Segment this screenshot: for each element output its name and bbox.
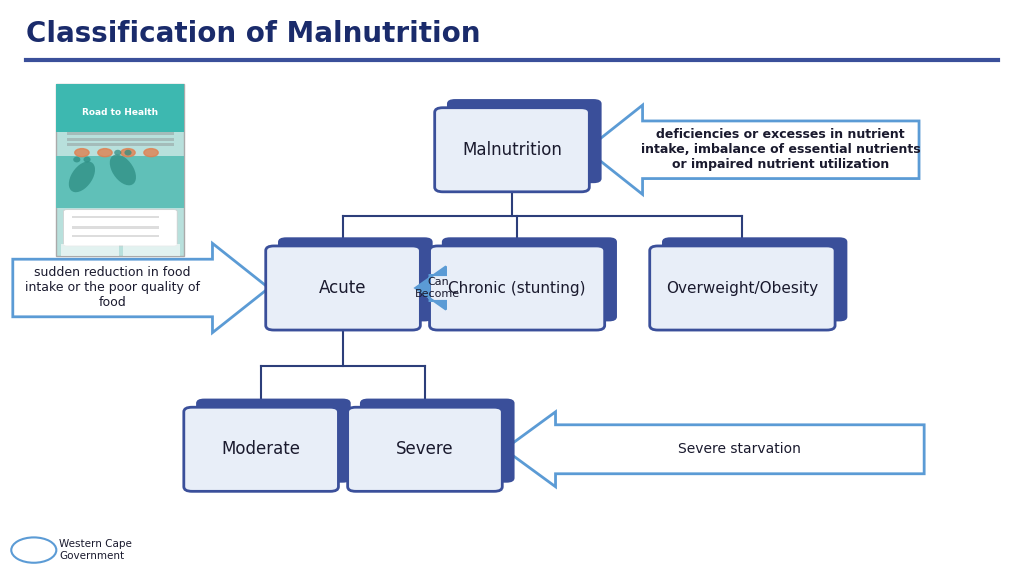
- FancyBboxPatch shape: [67, 143, 174, 146]
- Text: Western Cape
Government: Western Cape Government: [59, 539, 132, 561]
- Text: Chronic (stunting): Chronic (stunting): [449, 281, 586, 295]
- FancyBboxPatch shape: [197, 399, 350, 483]
- Ellipse shape: [114, 150, 121, 156]
- Text: deficiencies or excesses in nutrient
intake, imbalance of essential nutrients
or: deficiencies or excesses in nutrient int…: [641, 128, 921, 171]
- FancyBboxPatch shape: [430, 246, 604, 330]
- FancyBboxPatch shape: [72, 216, 159, 218]
- Text: Moderate: Moderate: [221, 440, 301, 458]
- FancyBboxPatch shape: [649, 246, 835, 330]
- Text: Severe: Severe: [396, 440, 454, 458]
- FancyBboxPatch shape: [56, 84, 184, 132]
- FancyBboxPatch shape: [279, 237, 433, 321]
- Ellipse shape: [125, 150, 131, 156]
- FancyBboxPatch shape: [56, 156, 184, 208]
- FancyBboxPatch shape: [61, 244, 119, 256]
- FancyBboxPatch shape: [72, 226, 159, 229]
- FancyBboxPatch shape: [123, 244, 180, 256]
- Circle shape: [143, 149, 158, 157]
- FancyBboxPatch shape: [360, 399, 514, 483]
- Text: Acute: Acute: [319, 279, 367, 297]
- Text: Overweight/Obesity: Overweight/Obesity: [667, 281, 818, 295]
- Ellipse shape: [110, 154, 136, 185]
- Text: Can
Become: Can Become: [415, 277, 461, 299]
- Ellipse shape: [74, 157, 80, 162]
- Polygon shape: [416, 267, 446, 310]
- FancyBboxPatch shape: [446, 99, 602, 183]
- Circle shape: [75, 149, 89, 157]
- Ellipse shape: [84, 157, 91, 162]
- FancyBboxPatch shape: [67, 138, 174, 141]
- FancyBboxPatch shape: [266, 246, 421, 330]
- Text: Road to Health: Road to Health: [82, 108, 159, 118]
- FancyBboxPatch shape: [442, 237, 616, 321]
- Polygon shape: [13, 244, 268, 333]
- FancyBboxPatch shape: [434, 108, 590, 192]
- FancyBboxPatch shape: [662, 237, 847, 321]
- FancyBboxPatch shape: [56, 84, 184, 256]
- FancyBboxPatch shape: [347, 407, 502, 491]
- FancyBboxPatch shape: [63, 210, 177, 246]
- FancyBboxPatch shape: [67, 132, 174, 135]
- Circle shape: [121, 149, 135, 157]
- Text: Classification of Malnutrition: Classification of Malnutrition: [26, 20, 480, 48]
- Ellipse shape: [69, 161, 95, 192]
- Polygon shape: [586, 105, 920, 195]
- Circle shape: [98, 149, 113, 157]
- FancyBboxPatch shape: [72, 235, 159, 237]
- Polygon shape: [504, 412, 924, 487]
- Text: sudden reduction in food
intake or the poor quality of
food: sudden reduction in food intake or the p…: [25, 267, 200, 309]
- FancyBboxPatch shape: [184, 407, 338, 491]
- Text: Malnutrition: Malnutrition: [462, 141, 562, 159]
- Text: Severe starvation: Severe starvation: [679, 442, 801, 456]
